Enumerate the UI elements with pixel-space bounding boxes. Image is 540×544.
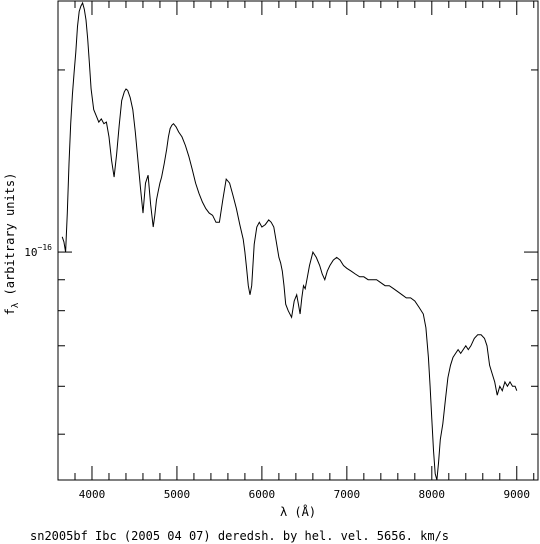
x-tick-label: 8000 <box>419 488 446 501</box>
y-axis-label-main: f <box>3 308 17 315</box>
y-axis-label-rest: (arbitrary units) <box>3 173 17 303</box>
y-axis-label: fλ (arbitrary units) <box>3 173 21 316</box>
x-tick-label: 7000 <box>334 488 361 501</box>
y-axis-ticks: 10−16 <box>24 69 538 435</box>
x-tick-label: 9000 <box>504 488 531 501</box>
plot-frame <box>57 0 539 481</box>
x-tick-label: 5000 <box>164 488 191 501</box>
x-axis-label: λ (Å) <box>280 504 316 519</box>
figure-caption: sn2005bf Ibc (2005 04 07) deredsh. by he… <box>30 529 449 543</box>
x-axis-ticks: 4000 5000 6000 7000 8000 9000 <box>57 1 535 501</box>
y-tick-label: 10−16 <box>24 243 52 259</box>
y-axis-label-subscript: λ <box>11 302 21 308</box>
x-tick-label: 6000 <box>249 488 276 501</box>
x-tick-label: 4000 <box>79 488 106 501</box>
spectrum-line <box>61 1 518 481</box>
